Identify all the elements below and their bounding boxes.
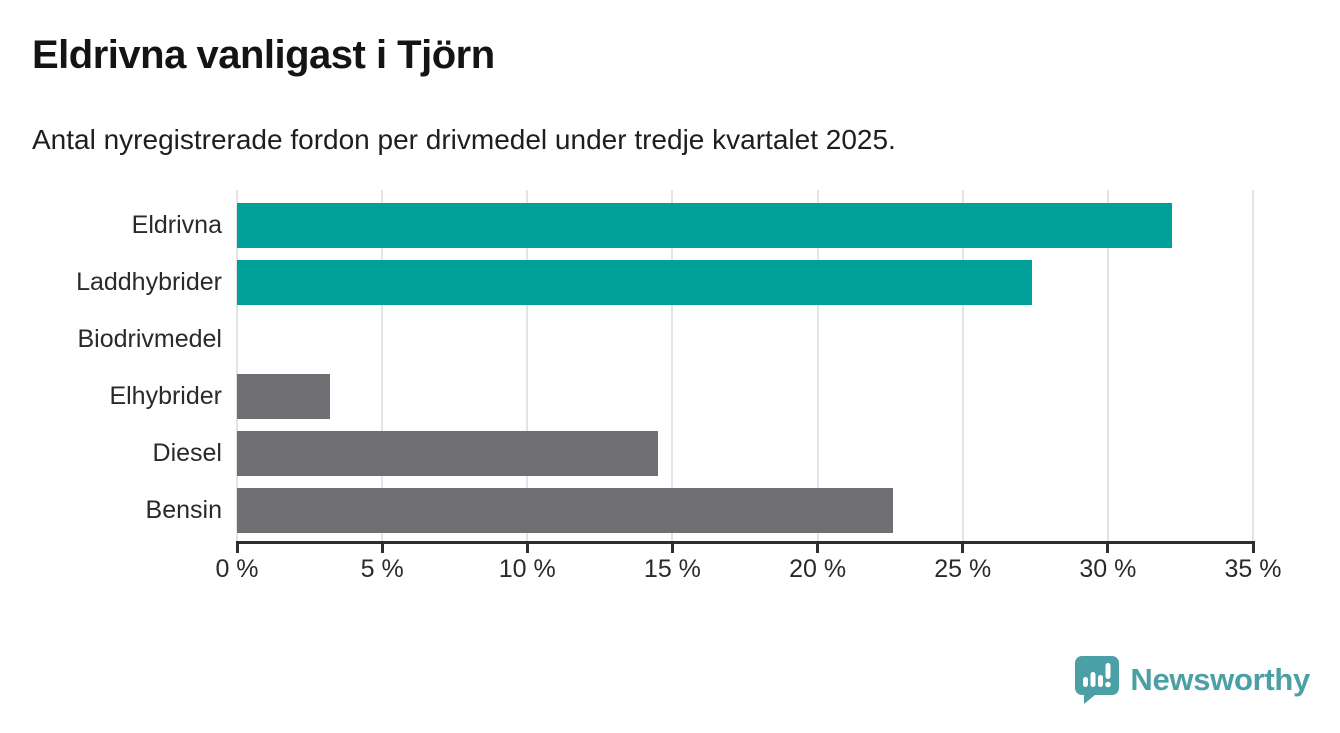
gridline: [526, 190, 529, 541]
category-label: Diesel: [152, 439, 222, 467]
x-tick-label: 35 %: [1224, 555, 1282, 583]
newsworthy-icon: [1075, 656, 1120, 704]
newsworthy-wordmark: Newsworthy: [1130, 662, 1310, 697]
gridline: [381, 190, 384, 541]
bar: [237, 203, 1172, 248]
gridline: [961, 190, 964, 541]
gridline: [816, 190, 819, 541]
gridline: [236, 190, 238, 541]
bar: [237, 488, 894, 533]
plot-area: Eldrivna Laddhybrider Biodrivmedel Elhybrid…: [76, 190, 1281, 583]
category-label: Elhybrider: [109, 382, 222, 410]
x-tick-label: 25 %: [934, 555, 992, 583]
gridline: [1252, 190, 1254, 541]
bar: [237, 431, 658, 476]
bar: [237, 260, 1033, 305]
x-tick-label: 5 %: [360, 555, 404, 583]
x-axis-line: [237, 541, 1253, 544]
category-label: Bensin: [145, 496, 222, 524]
x-tick-label: 30 %: [1079, 555, 1137, 583]
newsworthy-logo: Newsworthy: [1074, 655, 1310, 705]
x-tick-label: 15 %: [643, 555, 701, 583]
gridline: [671, 190, 674, 541]
bar: [237, 374, 330, 419]
x-axis-tick: [961, 541, 965, 553]
category-label: Biodrivmedel: [77, 325, 222, 353]
x-tick-label: 0 %: [215, 555, 259, 583]
x-axis-tick: [380, 541, 384, 553]
x-tick-label: 10 %: [498, 555, 556, 583]
x-axis-tick: [525, 541, 529, 553]
x-axis-tick: [235, 541, 239, 553]
gridline: [1106, 190, 1109, 541]
category-label: Eldrivna: [131, 211, 222, 239]
x-axis-tick: [816, 541, 820, 553]
category-label: Laddhybrider: [76, 268, 222, 296]
chart-subtitle: Antal nyregistrerade fordon per drivmede…: [32, 124, 896, 155]
x-tick-label: 20 %: [789, 555, 847, 583]
chart-title: Eldrivna vanligast i Tjörn: [32, 33, 495, 77]
x-axis-tick: [670, 541, 674, 553]
x-axis-tick: [1251, 541, 1255, 553]
x-axis-tick: [1106, 541, 1110, 553]
